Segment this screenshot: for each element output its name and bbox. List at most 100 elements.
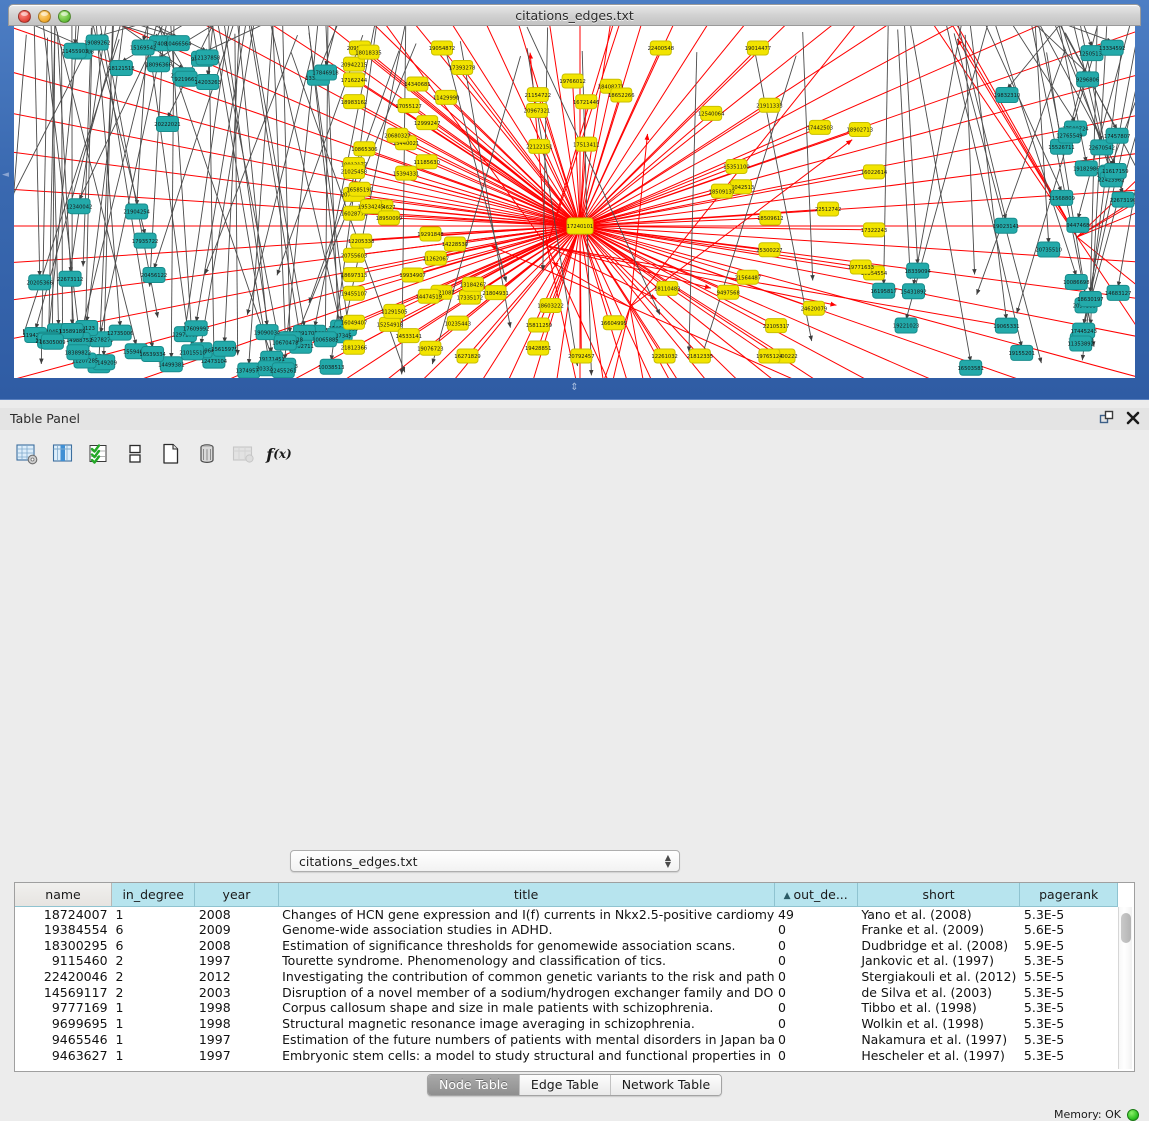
graph-node[interactable]: 11617159	[1102, 164, 1128, 179]
cell-out_degree[interactable]: 0	[774, 1032, 857, 1048]
graph-node[interactable]: 16195817	[870, 283, 896, 298]
graph-node[interactable]: 17846918	[312, 65, 338, 80]
graph-node[interactable]: 18697313	[341, 268, 367, 282]
graph-node[interactable]: 11262067	[423, 251, 449, 265]
cell-name[interactable]: 9777169	[15, 1000, 112, 1016]
cell-year[interactable]: 1997	[195, 1047, 278, 1063]
table-vertical-scrollbar[interactable]	[1118, 907, 1132, 1069]
graph-node[interactable]: 19089262	[84, 35, 110, 50]
column-header-out_degree[interactable]: ▲out_de...	[774, 883, 857, 906]
select-all-icon[interactable]	[86, 441, 112, 467]
graph-node[interactable]: 18630197	[1077, 292, 1103, 307]
graph-node[interactable]: 12765549	[1056, 128, 1082, 143]
network-graph[interactable]: 1812151815526711205533211906533120222021…	[14, 26, 1135, 378]
cell-short[interactable]: Wolkin et al. (1998)	[857, 1016, 1020, 1032]
graph-node[interactable]: 21812335	[687, 349, 713, 363]
graph-node[interactable]: 14203263	[194, 75, 220, 90]
function-builder-icon[interactable]: f(x)	[266, 441, 292, 467]
cell-out_degree[interactable]: 0	[774, 969, 857, 985]
cell-name[interactable]: 14569117	[15, 984, 112, 1000]
graph-node[interactable]: 12540064	[698, 106, 725, 120]
cell-year[interactable]: 2008	[195, 906, 278, 922]
graph-node[interactable]: 20222021	[154, 117, 180, 132]
column-header-short[interactable]: short	[857, 883, 1020, 906]
graph-node[interactable]: 17513411	[573, 137, 599, 151]
column-header-title[interactable]: title	[278, 883, 774, 906]
graph-node[interactable]: 15169542	[130, 40, 156, 55]
graph-node[interactable]: 16721446	[573, 95, 599, 109]
cell-pagerank[interactable]: 5.3E-5	[1020, 1047, 1118, 1063]
tab-node-table[interactable]: Node Table	[428, 1075, 520, 1095]
graph-node[interactable]: 19014477	[745, 41, 771, 55]
scrollbar-thumb[interactable]	[1121, 913, 1131, 943]
cell-short[interactable]: Jankovic et al. (1997)	[857, 953, 1020, 969]
graph-node[interactable]: 18950099	[376, 211, 402, 225]
graph-node[interactable]: 16604995	[601, 316, 627, 330]
graph-node[interactable]: 11455903	[62, 43, 88, 58]
graph-node[interactable]: 13334592	[1099, 40, 1125, 55]
select-columns-icon[interactable]	[50, 441, 76, 467]
graph-node[interactable]: 21904254	[123, 204, 150, 219]
graph-node[interactable]: 9497568	[717, 285, 740, 299]
graph-node[interactable]: 9447468	[1066, 217, 1089, 232]
graph-node[interactable]: 20680327	[384, 128, 410, 142]
graph-node[interactable]: 20967321	[524, 104, 550, 118]
graph-node[interactable]: 10235443	[445, 316, 471, 330]
cell-short[interactable]: Hescheler et al. (1997)	[857, 1047, 1020, 1063]
graph-node[interactable]: 11429990	[433, 90, 459, 104]
import-table-icon[interactable]	[230, 441, 256, 467]
new-table-icon[interactable]	[158, 441, 184, 467]
graph-node[interactable]: 10865306	[351, 142, 377, 156]
cell-in_degree[interactable]: 1	[112, 1016, 195, 1032]
graph-node[interactable]: 21568809	[1048, 190, 1074, 205]
cell-name[interactable]: 9463627	[15, 1047, 112, 1063]
graph-node[interactable]: 16503581	[957, 360, 983, 375]
graph-node[interactable]: 22512742	[815, 202, 841, 216]
cell-out_degree[interactable]: 0	[774, 953, 857, 969]
cell-title[interactable]: Structural magnetic resonance image aver…	[278, 1016, 774, 1032]
window-resize-grip[interactable]: ⇕	[0, 381, 1149, 395]
delete-table-icon[interactable]	[194, 441, 220, 467]
graph-node[interactable]: 17055127	[395, 99, 421, 113]
graph-node[interactable]: 18110482	[654, 281, 680, 295]
graph-node[interactable]: 22673112	[57, 271, 83, 286]
graph-node[interactable]: 9296806	[1076, 72, 1099, 87]
graph-node[interactable]: 21564487	[735, 270, 761, 284]
graph-node[interactable]: 18389822	[65, 345, 91, 360]
graph-node[interactable]: 21812366	[341, 340, 367, 354]
graph-node[interactable]: 17335172	[457, 290, 483, 304]
cell-in_degree[interactable]: 2	[112, 953, 195, 969]
cell-name[interactable]: 9699695	[15, 1016, 112, 1032]
graph-node[interactable]: 14340681	[404, 77, 430, 91]
graph-node[interactable]: 10670478	[272, 335, 298, 350]
graph-node[interactable]: 17935722	[132, 233, 158, 248]
cell-title[interactable]: Genome-wide association studies in ADHD.	[278, 922, 774, 938]
graph-node[interactable]: 11291505	[381, 304, 407, 318]
graph-node[interactable]: 21804931	[482, 286, 508, 300]
window-titlebar[interactable]: citations_edges.txt	[8, 4, 1141, 26]
cell-pagerank[interactable]: 5.5E-5	[1020, 969, 1118, 985]
graph-node[interactable]: 19155201	[1008, 345, 1034, 360]
cell-title[interactable]: Estimation of significance thresholds fo…	[278, 937, 774, 953]
cell-out_degree[interactable]: 49	[774, 906, 857, 922]
graph-node[interactable]: 14474519	[416, 289, 442, 303]
cell-pagerank[interactable]: 5.3E-5	[1020, 953, 1118, 969]
tab-network-table[interactable]: Network Table	[611, 1075, 722, 1095]
graph-node[interactable]: 12137858	[194, 50, 220, 65]
graph-node[interactable]: 19832310	[994, 88, 1020, 103]
graph-node[interactable]: 22122151	[526, 139, 552, 153]
cell-title[interactable]: Disruption of a novel member of a sodium…	[278, 984, 774, 1000]
tab-edge-table[interactable]: Edge Table	[520, 1075, 611, 1095]
graph-node[interactable]: 12999247	[414, 116, 440, 130]
cell-pagerank[interactable]: 5.3E-5	[1020, 984, 1118, 1000]
cell-year[interactable]: 2012	[195, 969, 278, 985]
graph-node[interactable]: 15615975	[211, 341, 237, 356]
cell-short[interactable]: Dudbridge et al. (2008)	[857, 937, 1020, 953]
cell-in_degree[interactable]: 2	[112, 984, 195, 1000]
cell-title[interactable]: Embryonic stem cells: a model to study s…	[278, 1047, 774, 1063]
graph-node[interactable]: 19054872	[429, 41, 455, 55]
